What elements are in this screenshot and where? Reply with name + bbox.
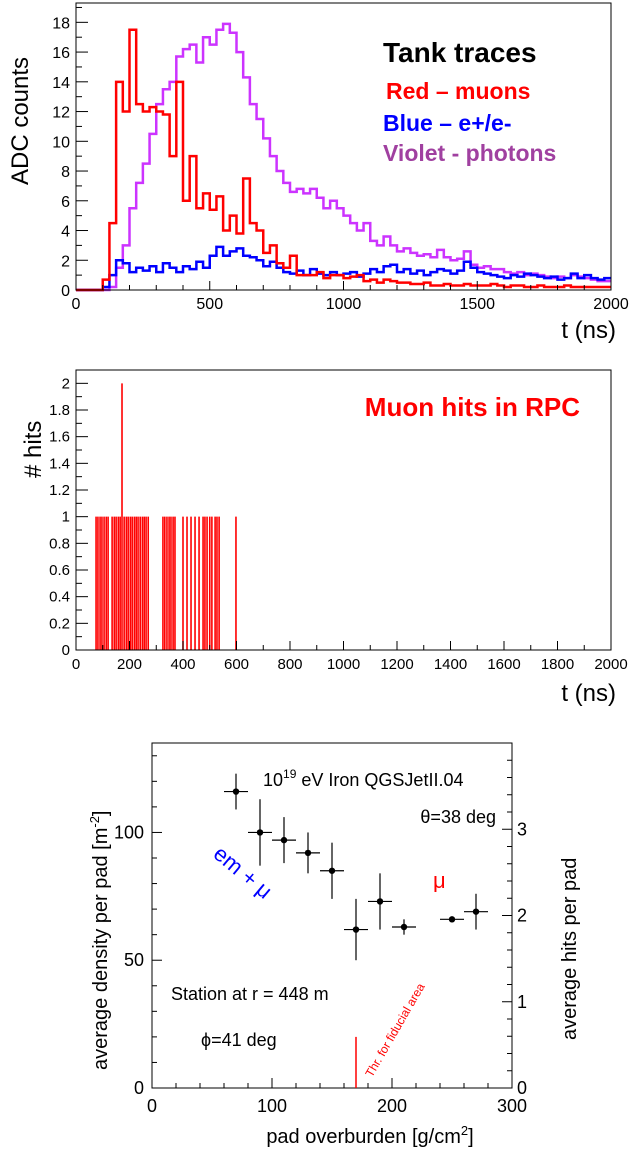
y-tick-label: 2 <box>62 375 70 392</box>
y-tick-label: 2 <box>61 253 70 270</box>
y-tick-label: 4 <box>61 224 70 241</box>
y-tick-label: 0 <box>62 642 70 659</box>
y-tick-label: 1.4 <box>49 455 70 472</box>
density-chart: 0 100 200 300 0 50 100 0 1 2 3 Thr. for fiducial… <box>87 742 581 1148</box>
y-tick-label: 12 <box>52 105 70 122</box>
x-tick-label: 800 <box>277 656 302 673</box>
muon-hits-chart: 0 200 400 600 800 1000 1200 1400 1600 1800 2000 0 0… <box>20 369 628 707</box>
y-tick-label: 10 <box>52 134 70 151</box>
data-point <box>472 908 480 915</box>
data-point <box>400 923 408 931</box>
x-tick-label: 200 <box>117 656 142 673</box>
data-point <box>256 829 264 836</box>
hits-per-pad-label: average hits per pad <box>559 858 581 1040</box>
energy-annotation: 1019 eV Iron QGSJetII.04 <box>263 767 463 790</box>
y-tick-label: 0.8 <box>49 535 70 552</box>
x-tick-label: 600 <box>224 656 249 673</box>
hits-xlabel: t (ns) <box>561 680 616 707</box>
em-mu-label: em + μ <box>209 841 277 904</box>
density-xlabel: pad overburden [g/cm2] <box>266 1123 473 1148</box>
tank-ylabel: ADC counts <box>7 57 34 185</box>
x-tick-label: 1600 <box>487 656 520 673</box>
phi-annotation: ϕ=41 deg <box>201 1030 277 1050</box>
density-ylabel: average density per pad [m-2] <box>87 811 112 1071</box>
threshold-label: Thr. for fiducial area <box>362 980 427 1079</box>
hits-ylabel: # hits <box>20 421 47 478</box>
x-tick-label: 1500 <box>459 296 495 313</box>
y-tick-label: 1.2 <box>49 482 70 499</box>
y-tick-label: 0.6 <box>49 562 70 579</box>
x-tick-label: 1000 <box>326 296 362 313</box>
station-annotation: Station at r = 448 m <box>171 984 329 1004</box>
x-tick-label: 2000 <box>594 656 627 673</box>
tank-legend-title: Tank traces <box>383 37 537 68</box>
legend-photons: Violet - photons <box>383 140 556 166</box>
x-tick-label: 0 <box>72 296 81 313</box>
y-tick-label: 1 <box>62 509 70 526</box>
tank-xlabel: t (ns) <box>561 317 616 344</box>
y-tick-label: 0.2 <box>49 615 70 632</box>
x-tick-label: 0 <box>72 656 80 673</box>
y-tick-label: 0 <box>61 283 70 300</box>
x-tick-label: 1400 <box>434 656 467 673</box>
x-tick-label: 400 <box>170 656 195 673</box>
y2-tick-label: 3 <box>517 819 527 839</box>
x-tick-label: 2000 <box>593 296 629 313</box>
y-tick-label: 0.4 <box>49 589 70 606</box>
y2-tick-label: 2 <box>517 906 527 926</box>
data-point <box>280 836 288 844</box>
y-tick-label: 100 <box>114 822 144 842</box>
x-tick-label: 1000 <box>327 656 360 673</box>
mu-label: μ <box>433 868 446 893</box>
y-tick-label: 6 <box>61 194 70 211</box>
x-tick-label: 500 <box>196 296 223 313</box>
legend-electrons: Blue – e+/e- <box>383 110 511 136</box>
y-tick-label: 18 <box>52 15 70 32</box>
hits-title: Muon hits in RPC <box>365 392 580 422</box>
x-tick-label: 100 <box>257 1096 287 1116</box>
series-electrons <box>76 245 611 292</box>
y-tick-label: 8 <box>61 164 70 181</box>
data-point <box>232 788 240 795</box>
data-point <box>304 849 312 857</box>
data-point <box>448 916 456 923</box>
y-tick-label: 1.6 <box>49 429 70 446</box>
x-tick-label: 0 <box>147 1096 157 1116</box>
data-point <box>376 898 384 905</box>
x-tick-label: 200 <box>377 1096 407 1116</box>
y-tick-label: 16 <box>52 45 70 62</box>
legend-muons: Red – muons <box>386 78 530 104</box>
y-tick-label: 0 <box>134 1078 144 1098</box>
y2-tick-label: 0 <box>517 1078 527 1098</box>
y-tick-label: 50 <box>124 950 144 970</box>
y2-tick-label: 1 <box>517 992 527 1012</box>
data-point <box>352 926 360 933</box>
theta-annotation: θ=38 deg <box>420 807 496 827</box>
y-tick-label: 1.8 <box>49 402 70 419</box>
data-point <box>328 867 336 874</box>
series-photons <box>76 22 611 292</box>
y-tick-label: 14 <box>52 75 70 92</box>
x-tick-label: 1200 <box>380 656 413 673</box>
x-tick-label: 1800 <box>541 656 574 673</box>
x-tick-label: 300 <box>497 1096 527 1116</box>
